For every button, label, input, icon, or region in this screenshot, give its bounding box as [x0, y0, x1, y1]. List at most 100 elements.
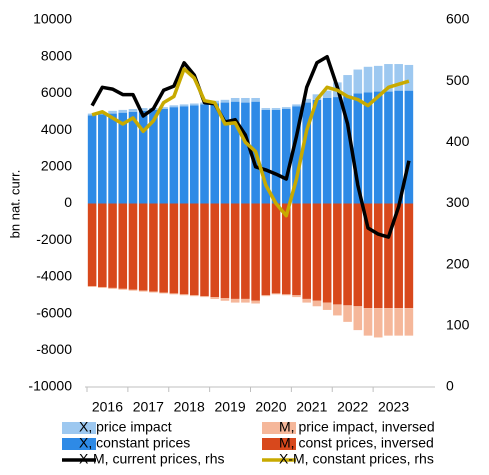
bar — [333, 203, 342, 305]
bar — [98, 114, 107, 204]
x-tick-label: 2016 — [92, 399, 123, 415]
bar — [149, 109, 158, 204]
bar — [169, 203, 179, 294]
bar — [169, 107, 179, 204]
bar — [220, 298, 230, 301]
bar — [98, 203, 107, 287]
bar — [138, 110, 148, 204]
bar — [394, 308, 403, 336]
bar — [118, 288, 128, 290]
y-tick-label: -8000 — [36, 341, 72, 357]
bar — [87, 286, 97, 287]
bar — [200, 296, 209, 298]
bar — [220, 203, 230, 299]
y-tick-label: 0 — [64, 194, 72, 210]
y-tick-label: 6000 — [41, 84, 72, 100]
bar — [128, 289, 138, 291]
bar — [128, 111, 138, 204]
bar — [343, 95, 352, 204]
bar — [353, 93, 363, 204]
bar — [404, 308, 414, 336]
legend-label: X, price impact — [79, 419, 172, 435]
bar — [159, 107, 168, 109]
bar — [159, 292, 168, 294]
y2-tick-label: 200 — [446, 255, 470, 271]
bar — [312, 99, 322, 204]
bar — [138, 108, 148, 111]
y-tick-label: 10000 — [33, 11, 72, 27]
bar — [312, 203, 322, 301]
bar — [128, 203, 138, 290]
bar — [292, 106, 301, 204]
bar — [343, 203, 352, 306]
bar — [322, 203, 332, 303]
bar — [108, 110, 117, 114]
bar — [322, 90, 332, 98]
bar — [230, 97, 240, 102]
bar — [404, 64, 414, 91]
bar — [363, 66, 373, 93]
bar — [281, 108, 291, 204]
bar — [200, 104, 209, 204]
bar — [353, 69, 363, 94]
bar — [251, 97, 260, 102]
bar — [200, 203, 209, 297]
bar — [312, 300, 322, 307]
bar — [302, 102, 311, 204]
bar — [108, 287, 117, 289]
bar — [149, 291, 158, 293]
bar — [169, 105, 179, 108]
x-tick-label: 2020 — [255, 399, 286, 415]
bar — [98, 286, 107, 288]
bar — [241, 203, 250, 299]
bar — [302, 98, 311, 103]
bar — [149, 203, 158, 292]
bar — [281, 203, 291, 295]
bar — [343, 75, 352, 96]
bar — [394, 64, 403, 91]
bar — [220, 102, 230, 204]
bar — [302, 203, 311, 299]
x-tick-label: 2021 — [296, 399, 327, 415]
legend-label: X-M, current prices, rhs — [79, 451, 224, 467]
line — [91, 67, 410, 218]
y-axis-label: bn nat. curr. — [7, 170, 22, 239]
bar — [138, 203, 148, 291]
y-tick-label: 4000 — [41, 121, 72, 137]
bar — [118, 109, 128, 113]
bar — [108, 113, 117, 204]
bar — [190, 103, 199, 106]
bar — [394, 90, 403, 204]
y-tick-label: -10000 — [28, 378, 72, 394]
legend-swatch — [262, 438, 296, 450]
y2-tick-label: 0 — [446, 378, 454, 394]
bar — [363, 92, 373, 204]
bar — [210, 203, 220, 298]
bar — [384, 203, 393, 309]
bar — [271, 108, 281, 110]
y-tick-label: 8000 — [41, 47, 72, 63]
bar — [373, 91, 383, 204]
legend-swatch — [62, 438, 96, 450]
bar — [190, 105, 199, 204]
bar — [261, 203, 271, 296]
bar — [190, 203, 199, 296]
bar — [261, 109, 271, 204]
bar — [241, 298, 250, 303]
bar — [373, 65, 383, 92]
bar — [322, 97, 332, 204]
x-tick-label: 2022 — [337, 399, 368, 415]
bar — [87, 203, 97, 287]
bar — [322, 302, 332, 310]
bar — [169, 293, 179, 295]
bar — [128, 108, 138, 112]
bar — [261, 108, 271, 110]
bar — [241, 97, 250, 103]
bar — [251, 203, 260, 301]
y2-tick-label: 600 — [446, 11, 470, 27]
bar — [210, 297, 220, 299]
bar — [271, 293, 281, 295]
bar — [159, 108, 168, 204]
bar — [230, 203, 240, 299]
